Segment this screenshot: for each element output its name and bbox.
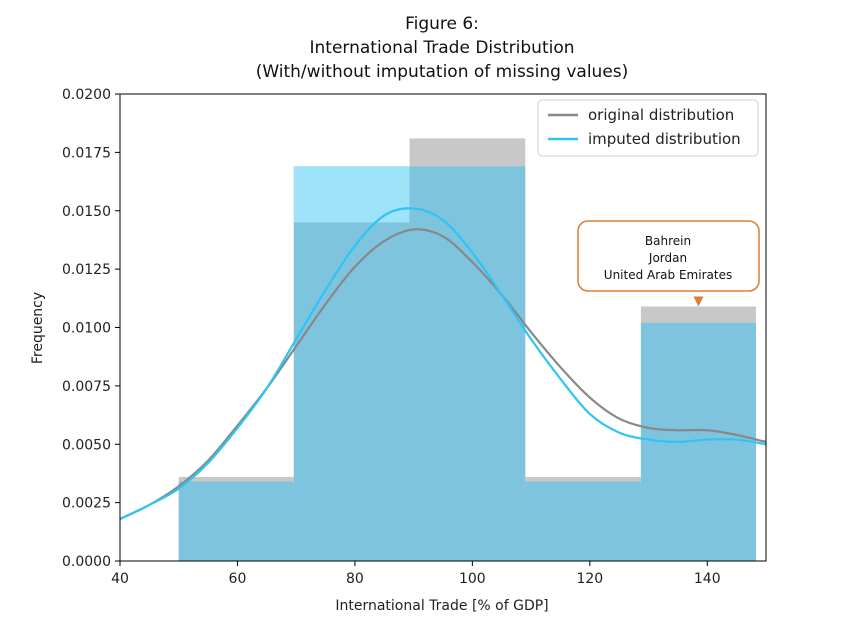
chart-title-line-1: Figure 6: bbox=[405, 14, 479, 34]
line-original bbox=[119, 228, 767, 520]
y-tick-label: 0.0100 bbox=[62, 321, 111, 337]
y-tick-label: 0.0125 bbox=[62, 262, 111, 278]
y-tick-label: 0.0000 bbox=[62, 554, 111, 570]
annotation-line-1: Bahrein bbox=[645, 234, 691, 248]
x-tick-label: 60 bbox=[229, 571, 247, 587]
legend: original distribution imputed distributi… bbox=[537, 99, 759, 157]
bar-imputed bbox=[525, 481, 641, 561]
density-lines bbox=[119, 207, 767, 520]
y-tick-label: 0.0200 bbox=[62, 87, 111, 103]
x-tick-label: 120 bbox=[576, 571, 603, 587]
y-tick-label: 0.0050 bbox=[62, 437, 111, 453]
bar-imputed-excess bbox=[293, 166, 410, 223]
y-tick-label: 0.0150 bbox=[62, 204, 111, 220]
x-tick-label: 100 bbox=[459, 571, 486, 587]
x-axis-label: International Trade [% of GDP] bbox=[335, 598, 548, 614]
annotation-line-2: Jordan bbox=[648, 251, 687, 265]
x-tick-label: 140 bbox=[694, 571, 721, 587]
y-axis-ticks: 0.0000 0.0025 0.0050 0.0075 0.0100 0.0125 0.01… bbox=[62, 87, 120, 570]
legend-box bbox=[537, 99, 759, 157]
x-tick-label: 80 bbox=[346, 571, 364, 587]
y-axis-label: Frequency bbox=[30, 292, 46, 364]
y-tick-label: 0.0075 bbox=[62, 379, 111, 395]
bar-imputed bbox=[178, 481, 294, 561]
bar-imputed bbox=[409, 166, 526, 561]
bar-imputed bbox=[293, 166, 410, 561]
chart-title: Figure 6: International Trade Distributi… bbox=[256, 14, 629, 82]
annotation-line-3: United Arab Emirates bbox=[604, 268, 732, 282]
annotation: Bahrein Jordan United Arab Emirates bbox=[577, 220, 760, 307]
y-tick-label: 0.0175 bbox=[62, 145, 111, 161]
chart-title-line-3: (With/without imputation of missing valu… bbox=[256, 62, 629, 82]
y-tick-label: 0.0025 bbox=[62, 496, 111, 512]
annotation-box bbox=[577, 220, 760, 292]
x-tick-label: 40 bbox=[111, 571, 129, 587]
legend-label-imputed: imputed distribution bbox=[588, 130, 741, 148]
x-axis-ticks: 40 60 80 100 120 140 bbox=[111, 561, 721, 587]
legend-label-original: original distribution bbox=[588, 106, 734, 124]
chart-title-line-2: International Trade Distribution bbox=[309, 38, 574, 58]
line-imputed bbox=[119, 207, 767, 520]
annotation-arrow bbox=[693, 296, 704, 307]
